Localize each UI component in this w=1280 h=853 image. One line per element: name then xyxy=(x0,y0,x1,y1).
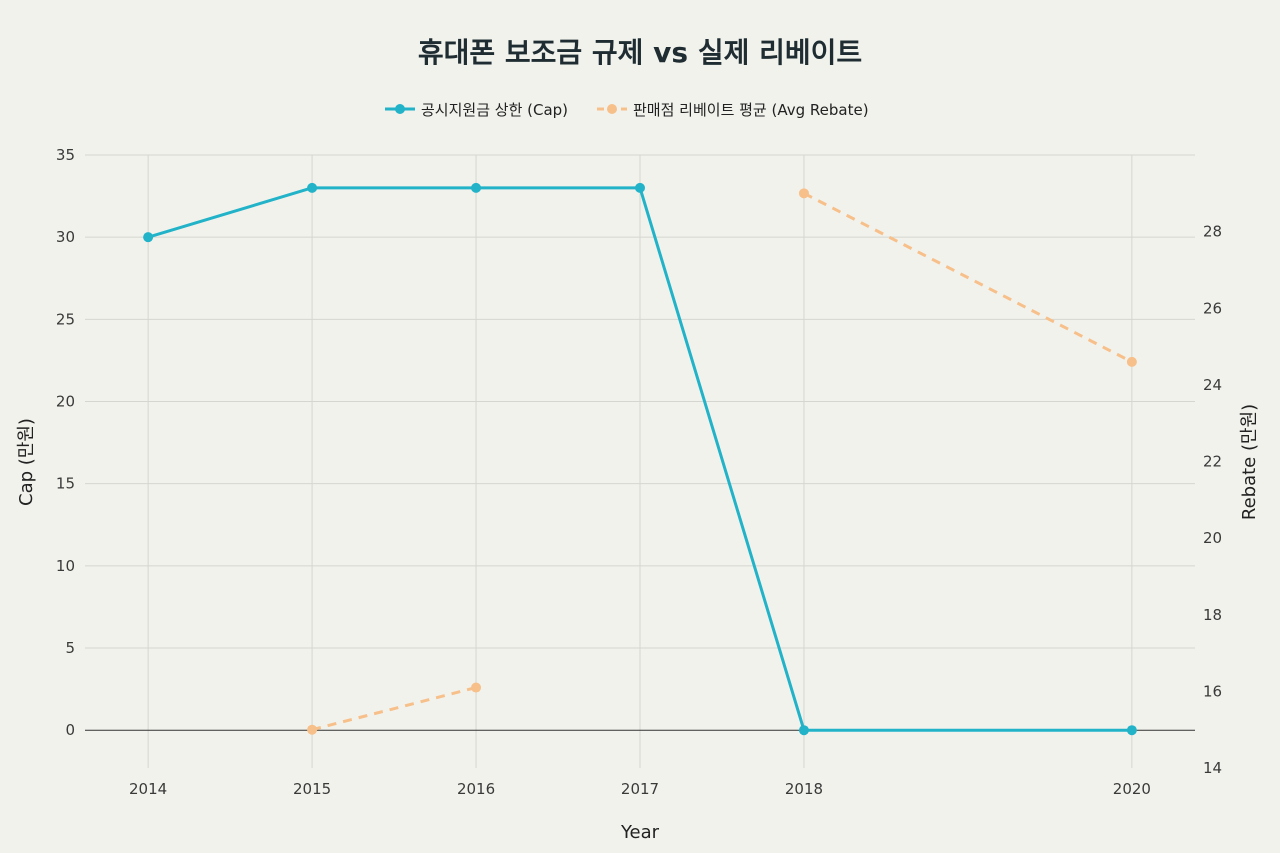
cap-data-point xyxy=(307,182,318,193)
cap-data-point xyxy=(798,725,809,736)
x-tick-label: 2016 xyxy=(457,780,495,798)
y-tick-label: 35 xyxy=(56,146,75,164)
legend-swatch-marker xyxy=(607,104,617,114)
x-tick-label: 2014 xyxy=(129,780,167,798)
plot-area xyxy=(143,182,1137,736)
y-tick-label: 25 xyxy=(56,310,75,328)
cap-data-point xyxy=(471,182,482,193)
rebate-series-line xyxy=(803,191,1133,364)
cap-data-point xyxy=(635,182,645,193)
y2-axis-title: Rebate (만원) xyxy=(1239,404,1260,520)
rebate-data-point xyxy=(471,682,482,693)
rebate-series-line xyxy=(311,686,477,732)
x-tick-label: 2020 xyxy=(1113,780,1151,798)
y2-tick-label: 20 xyxy=(1203,529,1222,547)
y2-tick-label: 14 xyxy=(1203,759,1222,777)
legend-label-cap: 공시지원금 상한 (Cap) xyxy=(421,101,568,119)
tick-labels: 2014 2015 2016 2017 2018 20200510152025303514… xyxy=(56,146,1222,798)
y-tick-label: 20 xyxy=(56,393,75,411)
x-tick-label: 2017 xyxy=(621,780,659,798)
cap-data-point xyxy=(1126,725,1137,736)
x-tick-label: 2015 xyxy=(293,780,331,798)
y2-tick-label: 16 xyxy=(1203,682,1222,700)
y-tick-label: 0 xyxy=(65,721,75,739)
y2-tick-label: 26 xyxy=(1203,299,1222,317)
cap-data-point xyxy=(143,232,154,243)
chart-title: 휴대폰 보조금 규제 vs 실제 리베이트 xyxy=(418,36,862,69)
legend-item-cap[interactable]: 공시지원금 상한 (Cap) xyxy=(385,101,568,119)
x-tick-label: 2018 xyxy=(785,780,823,798)
rebate-data-point xyxy=(307,724,318,735)
y-tick-label: 30 xyxy=(56,228,75,246)
x-axis-title: Year xyxy=(620,822,660,843)
legend-item-rebate[interactable]: 판매점 리베이트 평균 (Avg Rebate) xyxy=(597,101,869,119)
legend-label-rebate: 판매점 리베이트 평균 (Avg Rebate) xyxy=(633,101,869,119)
y-tick-label: 5 xyxy=(65,639,75,657)
rebate-data-point xyxy=(1126,356,1137,367)
legend-swatch-marker xyxy=(395,104,405,114)
rebate-data-point xyxy=(798,188,809,199)
y-tick-label: 10 xyxy=(56,557,75,575)
legend: 공시지원금 상한 (Cap) 판매점 리베이트 평균 (Avg Rebate) xyxy=(385,101,869,119)
y2-tick-label: 24 xyxy=(1203,376,1222,394)
gridlines xyxy=(85,154,1195,768)
y-tick-label: 15 xyxy=(56,475,75,493)
y2-tick-label: 28 xyxy=(1203,223,1222,241)
y2-tick-label: 18 xyxy=(1203,606,1222,624)
y-axis-title: Cap (만원) xyxy=(16,418,37,506)
cap-series-line xyxy=(147,186,1132,732)
y2-tick-label: 22 xyxy=(1203,453,1222,471)
